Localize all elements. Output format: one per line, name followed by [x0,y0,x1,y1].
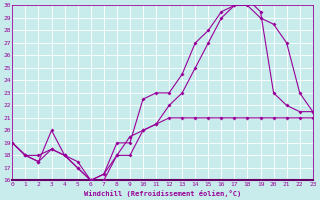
X-axis label: Windchill (Refroidissement éolien,°C): Windchill (Refroidissement éolien,°C) [84,190,241,197]
